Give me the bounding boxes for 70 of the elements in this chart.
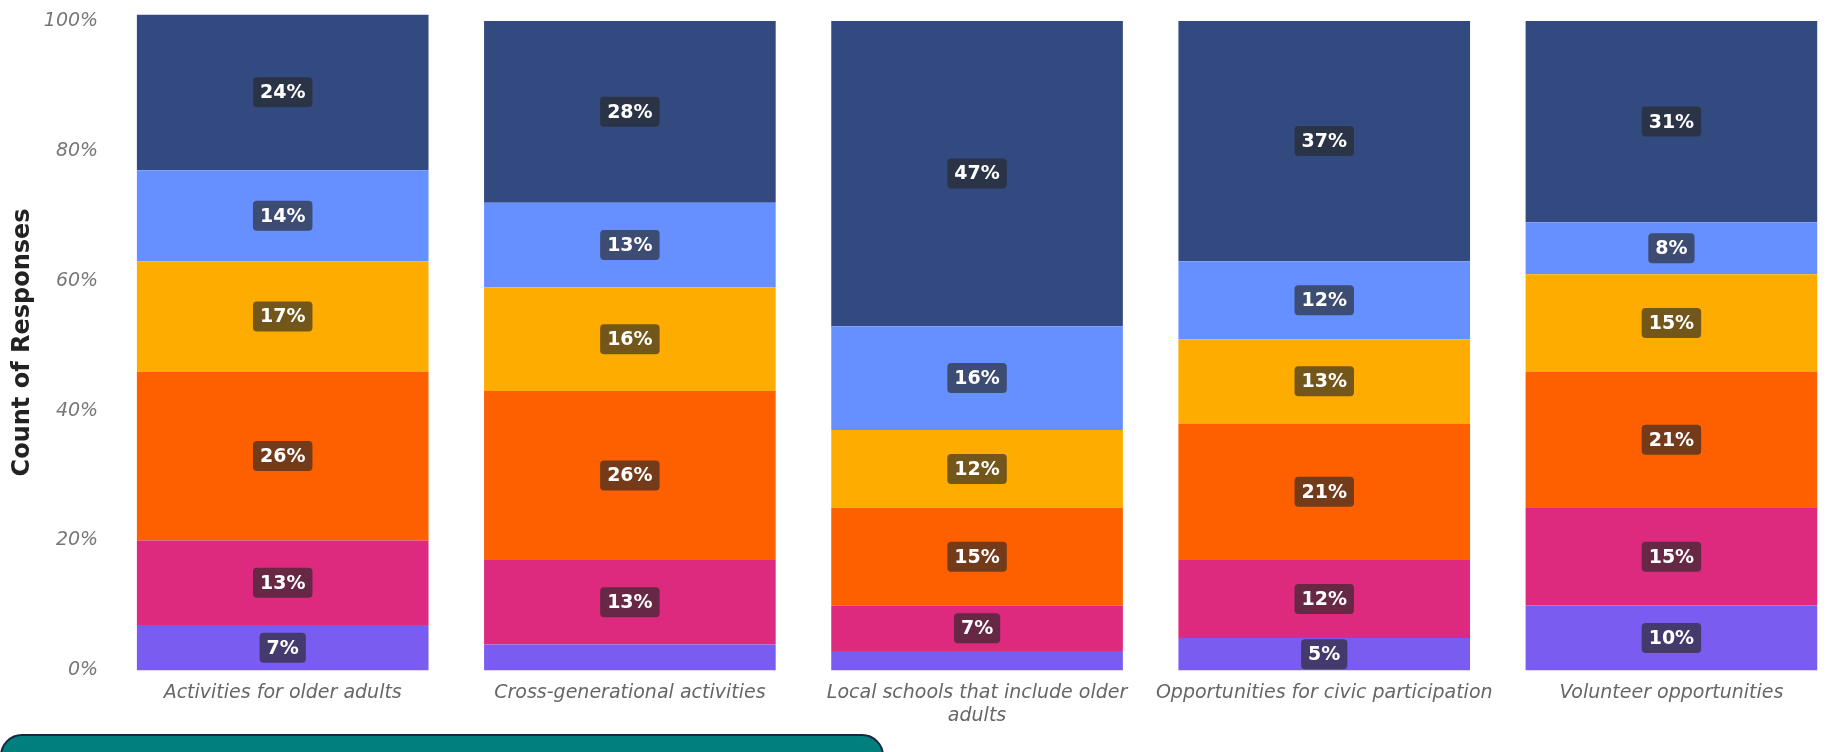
y-tick-label: 0% (67, 657, 99, 680)
bar (136, 371, 429, 541)
bar (484, 644, 776, 671)
data-label: 21% (1648, 427, 1695, 450)
data-label: 15% (1648, 544, 1695, 567)
bar (1525, 371, 1818, 509)
bar (136, 540, 429, 625)
data-label: 13% (607, 590, 653, 613)
bar (484, 20, 776, 203)
data-label: 13% (1301, 369, 1347, 392)
bar (136, 14, 429, 171)
data-label: 37% (1301, 128, 1347, 151)
bar (1525, 274, 1818, 372)
data-label: 12% (1301, 586, 1347, 609)
data-label: 7% (960, 616, 994, 639)
bar (136, 624, 429, 671)
data-label: 21% (1301, 479, 1347, 502)
y-tick-label: 80% (55, 137, 99, 160)
bar (1178, 20, 1471, 262)
x-tick-label: Cross-generational activities (494, 679, 766, 702)
bar (136, 170, 429, 262)
data-label: 47% (954, 161, 1000, 184)
bar (1178, 637, 1471, 671)
x-tick-label: Local schools that include older adults (826, 679, 1129, 725)
data-label: 26% (259, 444, 306, 466)
data-label: 28% (607, 99, 653, 122)
bar (831, 508, 1123, 606)
y-tick-label: 60% (55, 267, 99, 290)
data-label: 16% (607, 327, 653, 350)
data-label: 10% (1648, 625, 1695, 648)
data-label: 16% (954, 366, 1000, 389)
bar (1525, 20, 1818, 223)
bar (484, 287, 776, 392)
bar (484, 391, 776, 560)
data-label: 12% (1301, 288, 1347, 311)
data-label: 15% (1648, 310, 1695, 333)
bar (1178, 559, 1471, 638)
y-axis-title: Count of Responses (6, 208, 35, 477)
data-label: 8% (1655, 236, 1688, 259)
bar (831, 326, 1123, 431)
bar (831, 605, 1123, 651)
bar (484, 202, 776, 288)
bar (831, 20, 1123, 327)
x-tick-label: Activities for older adults (161, 679, 402, 702)
data-label: 17% (259, 304, 306, 327)
y-tick-label: 100% (43, 7, 99, 30)
bar (1525, 508, 1818, 606)
data-label: 15% (954, 544, 1000, 567)
data-label: 26% (607, 463, 653, 486)
bar (1178, 339, 1471, 424)
data-label: 13% (259, 570, 306, 593)
bar (1178, 261, 1471, 340)
bar (136, 261, 429, 372)
data-label: 13% (607, 232, 653, 255)
bar (484, 559, 776, 645)
data-label: 14% (259, 203, 306, 226)
bar (1178, 423, 1471, 560)
y-tick-label: 20% (55, 527, 99, 550)
x-tick-label: Volunteer opportunities (1559, 679, 1784, 702)
data-label: 24% (259, 80, 306, 103)
data-label: 5% (1308, 642, 1341, 665)
bar (831, 650, 1123, 671)
bar (1525, 222, 1818, 275)
x-tick-label: Opportunities for civic participation (1155, 679, 1493, 702)
bar (1525, 605, 1818, 671)
data-label: 7% (266, 635, 299, 658)
y-tick-label: 40% (55, 397, 99, 420)
data-label: 31% (1648, 109, 1695, 132)
bar (831, 430, 1123, 509)
data-label: 12% (954, 456, 1000, 479)
